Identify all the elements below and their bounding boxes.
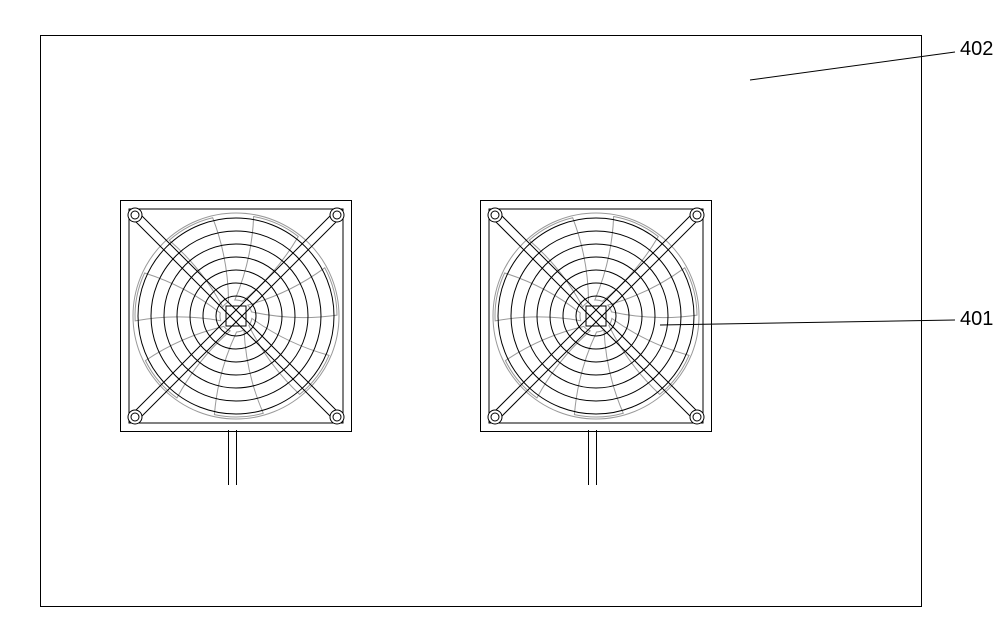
callout-label-401: 401 <box>960 308 993 331</box>
callout-label-402: 402 <box>960 38 993 61</box>
callout-lines <box>20 20 1000 622</box>
diagram-canvas: 402 401 <box>20 20 1000 622</box>
